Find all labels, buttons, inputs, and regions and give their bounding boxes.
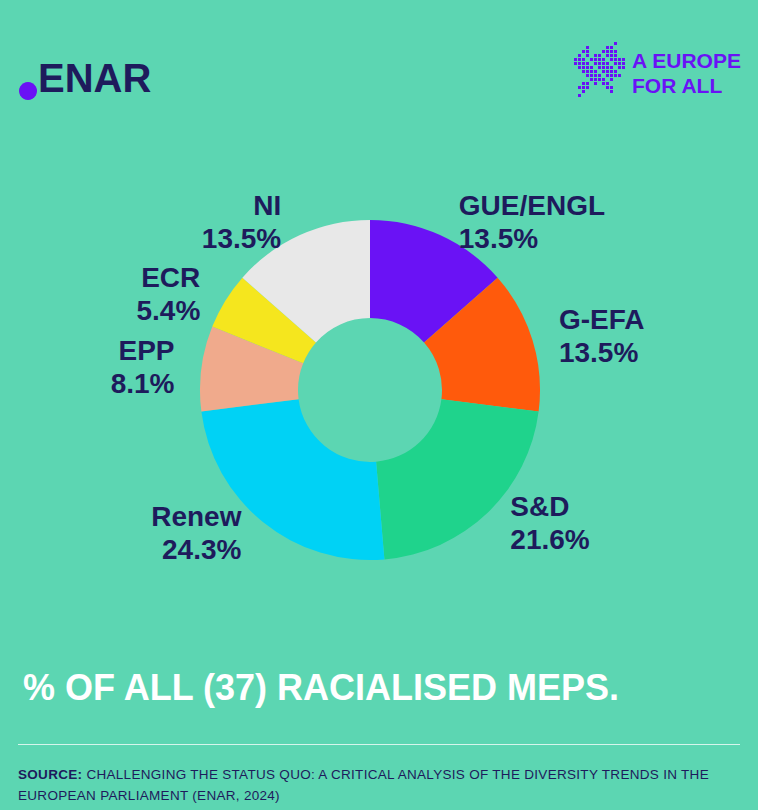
svg-text:13.5%: 13.5% bbox=[559, 337, 638, 368]
svg-text:ECR: ECR bbox=[141, 262, 200, 293]
svg-text:A EUROPE: A EUROPE bbox=[632, 49, 741, 72]
svg-text:Renew: Renew bbox=[151, 501, 241, 532]
svg-text:G-EFA: G-EFA bbox=[559, 304, 645, 335]
svg-text:21.6%: 21.6% bbox=[510, 524, 589, 555]
svg-text:% OF ALL (37) RACIALISED MEPS.: % OF ALL (37) RACIALISED MEPS. bbox=[23, 667, 619, 708]
svg-text:8.1%: 8.1% bbox=[111, 368, 175, 399]
svg-text:FOR ALL: FOR ALL bbox=[632, 74, 722, 97]
svg-text:5.4%: 5.4% bbox=[136, 295, 200, 326]
svg-text:13.5%: 13.5% bbox=[459, 223, 538, 254]
svg-text:GUE/ENGL: GUE/ENGL bbox=[459, 190, 605, 221]
svg-text:EPP: EPP bbox=[118, 335, 174, 366]
svg-text:NI: NI bbox=[253, 190, 281, 221]
svg-text:S&D: S&D bbox=[510, 491, 569, 522]
svg-text:24.3%: 24.3% bbox=[162, 534, 241, 565]
svg-text:13.5%: 13.5% bbox=[202, 223, 281, 254]
svg-text:ENAR: ENAR bbox=[38, 56, 151, 100]
html-text:SOURCE: CHALLENGING THE STATUS: SOURCE: CHALLENGING THE STATUS QUO: A CR… bbox=[18, 767, 709, 803]
